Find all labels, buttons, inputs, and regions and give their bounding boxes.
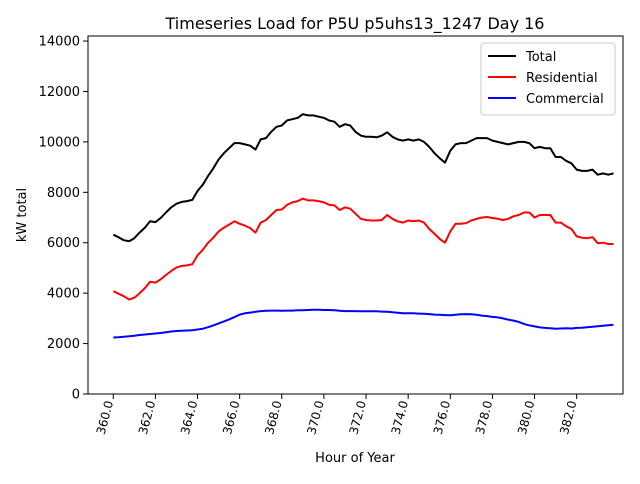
y-tick-label: 2000 [47, 337, 80, 352]
legend-label-residential: Residential [526, 71, 598, 86]
y-tick-label: 4000 [47, 287, 80, 302]
y-tick-label: 0 [72, 388, 80, 403]
y-tick-label: 12000 [39, 85, 80, 100]
y-tick-label: 6000 [47, 236, 80, 251]
plot-area-frame [87, 35, 624, 395]
y-axis: 0 2000 4000 6000 8000 10000 12000 14000 [39, 35, 88, 403]
y-axis-label: kW total [15, 188, 30, 242]
y-tick-label: 8000 [47, 186, 80, 201]
y-tick-label: 14000 [39, 35, 80, 50]
series-line-commercial [113, 308, 614, 339]
series-line-total [112, 113, 614, 243]
chart-title: Timeseries Load for P5U p5uhs13_1247 Day… [165, 14, 545, 34]
legend-label-commercial: Commercial [526, 92, 604, 107]
series-lines [112, 113, 614, 339]
series-line-residential [112, 197, 614, 301]
legend: Total Residential Commercial [480, 42, 616, 116]
y-tick-label: 10000 [39, 135, 80, 150]
legend-label-total: Total [525, 50, 556, 65]
x-axis-label: Hour of Year [315, 451, 395, 466]
